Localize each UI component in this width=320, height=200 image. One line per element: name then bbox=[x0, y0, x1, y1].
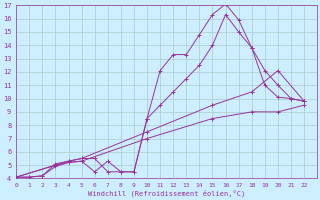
X-axis label: Windchill (Refroidissement éolien,°C): Windchill (Refroidissement éolien,°C) bbox=[88, 190, 245, 197]
